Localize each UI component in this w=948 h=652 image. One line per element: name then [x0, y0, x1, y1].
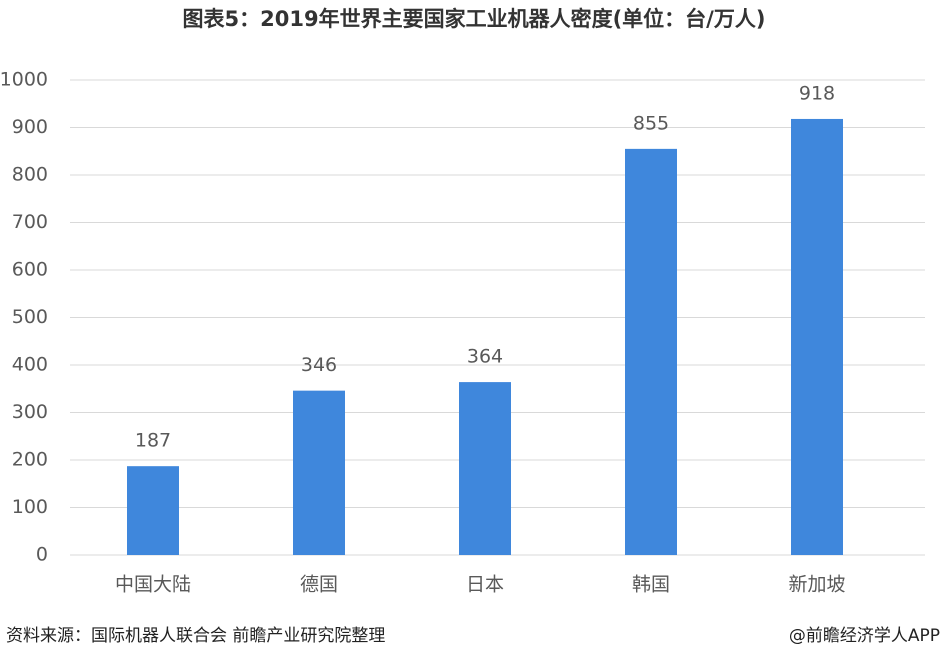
bar: [293, 390, 345, 555]
y-tick-label: 600: [12, 259, 48, 281]
source-note: 资料来源：国际机器人联合会 前瞻产业研究院整理: [6, 626, 385, 646]
y-tick-label: 700: [12, 211, 48, 233]
x-tick-label: 日本: [466, 574, 504, 596]
data-label: 855: [633, 112, 669, 134]
y-tick-label: 100: [12, 496, 48, 518]
y-tick-label: 400: [12, 354, 48, 376]
y-tick-label: 1000: [0, 69, 48, 91]
x-tick-label: 新加坡: [788, 574, 845, 596]
bar: [791, 118, 843, 555]
x-tick-label: 中国大陆: [115, 574, 191, 596]
bar: [459, 382, 511, 555]
credit: @前瞻经济学人APP: [789, 626, 940, 646]
data-label: 346: [301, 354, 337, 376]
bar: [127, 466, 179, 555]
x-tick-label: 韩国: [632, 574, 670, 596]
data-label: 187: [135, 430, 171, 452]
x-tick-label: 德国: [300, 574, 338, 596]
y-tick-label: 300: [12, 401, 48, 423]
chart-title: 图表5：2019年世界主要国家工业机器人密度(单位：台/万人): [183, 7, 766, 31]
bar: [625, 148, 677, 555]
data-label: 918: [799, 82, 835, 104]
data-label: 364: [467, 346, 503, 368]
y-tick-label: 900: [12, 116, 48, 138]
y-tick-label: 200: [12, 449, 48, 471]
y-tick-label: 800: [12, 164, 48, 186]
y-tick-label: 500: [12, 306, 48, 328]
y-tick-label: 0: [36, 544, 48, 566]
